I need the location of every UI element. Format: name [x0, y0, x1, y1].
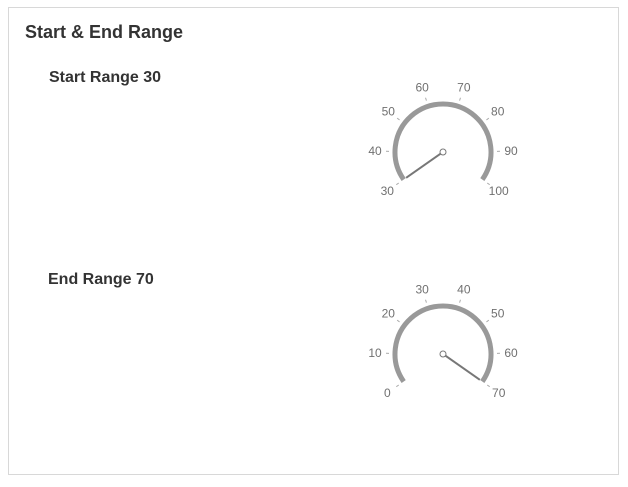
gauge-tick	[486, 319, 490, 323]
gauge-tick-label: 40	[368, 144, 382, 158]
gauge-tick	[425, 299, 427, 303]
gauge-tick	[396, 319, 400, 323]
gauge-needle-cap	[439, 148, 447, 156]
gauge-needle-cap	[439, 350, 447, 358]
gauge-tick	[486, 384, 490, 388]
gauge-tick-label: 50	[491, 307, 505, 321]
gauge-tick-label: 60	[504, 346, 518, 360]
gauge-tick-label: 70	[492, 386, 506, 400]
gauge-tick-label: 60	[415, 80, 429, 94]
gauge-tick-label: 100	[489, 184, 509, 198]
gauge-tick	[486, 117, 490, 121]
gauge-tick-label: 10	[368, 346, 382, 360]
gauge-tick-label: 90	[504, 144, 518, 158]
panel-title: Start & End Range	[25, 22, 184, 42]
gauge-tick-label: 30	[381, 184, 395, 198]
end-range-gauge: 0 10 20 30 40 50 60 70	[368, 282, 518, 400]
start-range-gauge: 30 40 50 60 70 80 90 100	[368, 80, 518, 198]
gauge-needle	[444, 354, 481, 381]
gauge-tick	[459, 97, 461, 101]
gauge-tick-label: 80	[491, 105, 505, 119]
gauge-tick	[396, 117, 400, 121]
end-range-label: End Range 70	[48, 271, 154, 288]
gauge-arc	[392, 303, 494, 383]
gauge-tick	[396, 182, 400, 186]
gauge-arc	[392, 101, 494, 181]
gauge-tick-label: 20	[382, 307, 396, 321]
gauge-tick	[486, 182, 490, 186]
gauge-tick-label: 40	[457, 282, 471, 296]
gauge-tick	[459, 299, 461, 303]
gauge-tick-label: 50	[382, 105, 396, 119]
gauge-tick-label: 0	[384, 386, 391, 400]
gauge-tick-label: 70	[457, 80, 471, 94]
gauge-needle	[405, 152, 442, 179]
gauge-panel: Start & End Range	[8, 7, 619, 475]
gauge-tick-label: 30	[415, 282, 429, 296]
gauge-tick	[396, 384, 400, 388]
start-range-label: Start Range 30	[49, 69, 162, 86]
gauge-tick	[425, 97, 427, 101]
